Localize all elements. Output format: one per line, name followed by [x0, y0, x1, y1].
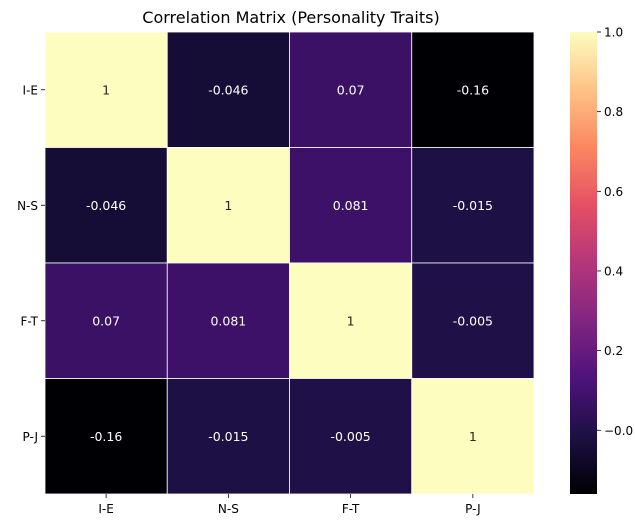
heatmap-cell-1-2	[289, 147, 413, 264]
heatmap-cell-2-1	[166, 262, 290, 379]
heatmap-cell-1-3	[411, 147, 535, 264]
heatmap-cell-1-0	[44, 147, 168, 264]
colorbar: −0.0 0.2 0.4 0.6 0.8 1.0	[570, 26, 633, 494]
x-tick-label-1: N-S	[218, 502, 239, 516]
y-tick-label-0: I-E	[23, 83, 38, 97]
x-tick-label-3: P-J	[465, 502, 481, 516]
heatmap-cell-0-2	[289, 31, 413, 148]
heatmap-cell-3-1	[166, 378, 290, 495]
cell-value-label-2-3: -0.005	[453, 313, 493, 328]
y-tick-label-2: F-T	[21, 314, 39, 328]
y-tick-labels: I-E N-S F-T P-J	[17, 83, 45, 444]
colorbar-tick-label-1: 0.2	[604, 344, 623, 358]
cell-value-label-1-3: -0.015	[453, 198, 493, 213]
cell-value-label-0-2: 0.07	[337, 82, 365, 97]
chart-title: Correlation Matrix (Personality Traits)	[142, 8, 439, 27]
cell-value-label-2-2: 1	[347, 313, 355, 328]
heatmap-cell-3-2	[289, 378, 413, 495]
heatmap-cells: 1 -0.046 0.07 -0.16 -0.046 1 0.081 -0.015 0.07 0.…	[44, 31, 535, 495]
cell-value-label-2-0: 0.07	[92, 313, 120, 328]
colorbar-tick-label-2: 0.4	[604, 264, 623, 278]
y-tick-label-3: P-J	[22, 430, 38, 444]
heatmap-cell-0-1	[166, 31, 290, 148]
cell-value-label-1-2: 0.081	[333, 198, 369, 213]
heatmap-cell-1-1	[166, 147, 290, 264]
cell-value-label-3-3: 1	[469, 429, 477, 444]
x-tick-labels: I-E N-S F-T P-J	[98, 494, 481, 516]
cell-value-label-1-1: 1	[224, 198, 232, 213]
cell-value-label-0-3: -0.16	[457, 82, 489, 97]
y-tick-label-1: N-S	[17, 199, 38, 213]
cell-value-label-1-0: -0.046	[86, 198, 126, 213]
x-tick-label-2: F-T	[342, 502, 360, 516]
colorbar-tick-label-5: 1.0	[604, 26, 623, 40]
cell-value-label-0-0: 1	[102, 82, 110, 97]
heatmap-cell-0-3	[411, 31, 535, 148]
heatmap-cell-3-0	[44, 378, 168, 495]
cell-value-label-3-0: -0.16	[90, 429, 122, 444]
colorbar-tick-label-3: 0.6	[604, 185, 623, 199]
cell-value-label-2-1: 0.081	[210, 313, 246, 328]
colorbar-tick-label-0: −0.0	[604, 424, 633, 438]
colorbar-gradient	[570, 32, 597, 494]
cell-value-label-0-1: -0.046	[208, 82, 248, 97]
heatmap-cell-0-0	[44, 31, 168, 148]
cell-value-label-3-2: -0.005	[330, 429, 370, 444]
colorbar-tick-label-4: 0.8	[604, 105, 623, 119]
x-tick-label-0: I-E	[98, 502, 113, 516]
heatmap-cell-3-3	[411, 378, 535, 495]
cell-value-label-3-1: -0.015	[208, 429, 248, 444]
heatmap-cell-2-3	[411, 262, 535, 379]
